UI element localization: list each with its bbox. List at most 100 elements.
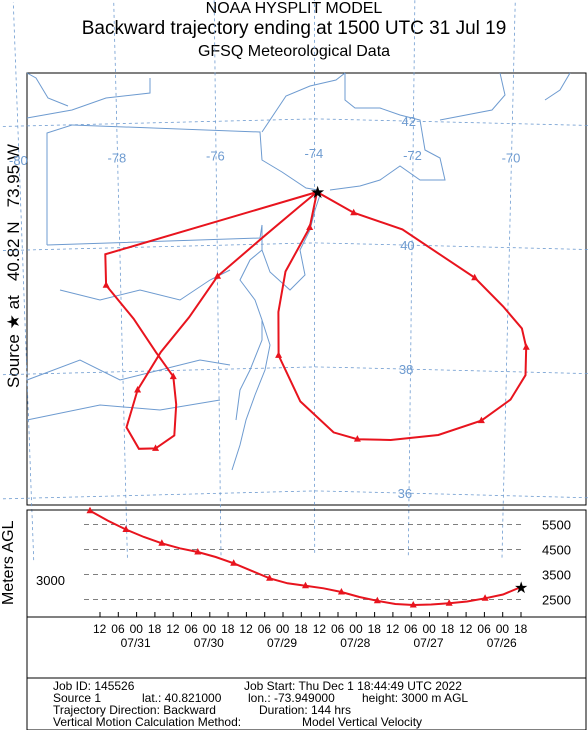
time-hour-label: 06 xyxy=(404,622,418,636)
parallel-line xyxy=(0,366,588,376)
meridian-line xyxy=(407,0,416,556)
trajectory-marker xyxy=(152,444,160,451)
time-date-label: 07/27 xyxy=(414,636,444,650)
height-marker xyxy=(194,548,202,555)
map-boundary-line xyxy=(329,73,446,191)
map-boundary-line xyxy=(46,124,73,245)
map-boundary-line xyxy=(235,249,263,421)
parallel-line xyxy=(0,118,588,127)
time-hour-label: 00 xyxy=(423,622,437,636)
height-layer: 5500 4500 3500 2500 ★ xyxy=(84,506,571,608)
map-boundary-line xyxy=(26,399,221,421)
height-marker xyxy=(481,594,489,601)
time-hour-label: 18 xyxy=(368,622,382,636)
time-hour-label: 12 xyxy=(313,622,327,636)
time-hour-label: 00 xyxy=(349,622,363,636)
map-layer: -80-78-76-74-72-70-6842403836 xyxy=(0,0,588,561)
time-hour-label: 00 xyxy=(203,622,217,636)
title-model: NOAA HYSPLIT MODEL xyxy=(205,0,383,17)
parallel-line xyxy=(0,490,588,500)
time-hour-label: 06 xyxy=(185,622,199,636)
latitude-label: 40 xyxy=(400,238,414,253)
title-meteorology: GFSQ Meteorological Data xyxy=(197,43,391,60)
meridian-line xyxy=(113,0,128,558)
map-boundary-line xyxy=(26,78,151,119)
height-marker xyxy=(302,581,309,589)
height-marker xyxy=(373,596,381,604)
trajectory-marker xyxy=(214,272,222,279)
time-hour-label: 18 xyxy=(294,622,308,636)
time-date-label: 07/28 xyxy=(340,636,370,650)
time-hour-label: 18 xyxy=(148,622,162,636)
height-marker xyxy=(337,588,345,595)
source-id: Source 1 xyxy=(53,691,102,705)
trajectory-marker xyxy=(134,385,142,393)
longitude-label: -72 xyxy=(403,148,422,163)
parallel-line xyxy=(0,242,588,252)
longitude-label: -74 xyxy=(305,146,324,161)
height-marker xyxy=(409,601,417,608)
time-date-label: 07/29 xyxy=(267,636,297,650)
height-marker xyxy=(266,574,274,581)
meridian-line xyxy=(12,2,35,561)
trajectory-path xyxy=(104,190,528,450)
vertical-method-value: Model Vertical Velocity xyxy=(302,715,423,729)
time-hour-label: 12 xyxy=(93,622,107,636)
trajectory-direction: Trajectory Direction: Backward xyxy=(53,703,216,717)
meridian-line xyxy=(501,0,516,558)
title-trajectory: Backward trajectory ending at 1500 UTC 3… xyxy=(81,18,507,39)
map-boundary-line xyxy=(26,72,69,107)
time-hour-label: 00 xyxy=(276,622,290,636)
latitude-label: 36 xyxy=(398,486,412,501)
height-tick-label: 4500 xyxy=(542,543,571,558)
height-marker xyxy=(158,539,166,546)
map-boundary-line xyxy=(26,359,231,381)
trajectory-marker xyxy=(102,281,110,288)
time-hour-label: 18 xyxy=(441,622,455,636)
time-hour-label: 12 xyxy=(239,622,253,636)
source-lat: lat.: 40.821000 xyxy=(142,691,222,705)
source-lon: lon.: -73.949000 xyxy=(248,691,335,705)
latitude-label: 38 xyxy=(399,362,413,377)
height-marker xyxy=(445,599,453,606)
map-boundary-line xyxy=(544,72,571,101)
longitude-label: -80 xyxy=(9,153,28,168)
height-tick-label: 3500 xyxy=(542,568,571,583)
map-boundary-line xyxy=(439,72,506,121)
height-marker xyxy=(86,506,94,514)
map-boundary-line xyxy=(46,224,263,246)
height-panel-frame xyxy=(26,509,587,618)
trajectory-marker xyxy=(477,416,485,424)
time-hour-label: 06 xyxy=(477,622,491,636)
height-profile-line xyxy=(89,509,522,607)
longitude-label: -76 xyxy=(206,148,225,163)
time-hour-label: 00 xyxy=(130,622,144,636)
height-tick-label: 2500 xyxy=(542,593,571,608)
info-frame xyxy=(26,677,587,730)
job-start: Job Start: Thu Dec 1 18:44:49 UTC 2022 xyxy=(244,679,462,693)
map-boundary-line xyxy=(71,124,319,191)
time-date-label: 07/26 xyxy=(487,636,517,650)
time-hour-label: 12 xyxy=(166,622,180,636)
time-date-label: 07/30 xyxy=(194,636,224,650)
job-id: Job ID: 145526 xyxy=(53,679,135,693)
height-star-marker: ★ xyxy=(514,580,528,597)
height-tick-label: 5500 xyxy=(542,518,571,533)
time-hour-label: 12 xyxy=(459,622,473,636)
trajectory-layer: ★ xyxy=(102,183,530,451)
trajectory-marker xyxy=(522,343,530,350)
source-height-label: 3000 xyxy=(36,573,65,588)
trajectory-marker xyxy=(169,372,177,380)
map-boundary-line xyxy=(59,269,231,301)
time-hour-label: 06 xyxy=(111,622,125,636)
time-hour-label: 12 xyxy=(386,622,400,636)
height-ylabel: Meters AGL xyxy=(0,520,17,605)
time-hour-label: 00 xyxy=(496,622,510,636)
height-marker xyxy=(230,559,238,566)
longitude-label: -70 xyxy=(502,151,521,166)
time-hour-label: 06 xyxy=(331,622,345,636)
time-hour-label: 18 xyxy=(221,622,235,636)
trajectory-duration: Duration: 144 hrs xyxy=(259,703,352,717)
map-frame xyxy=(26,72,587,506)
